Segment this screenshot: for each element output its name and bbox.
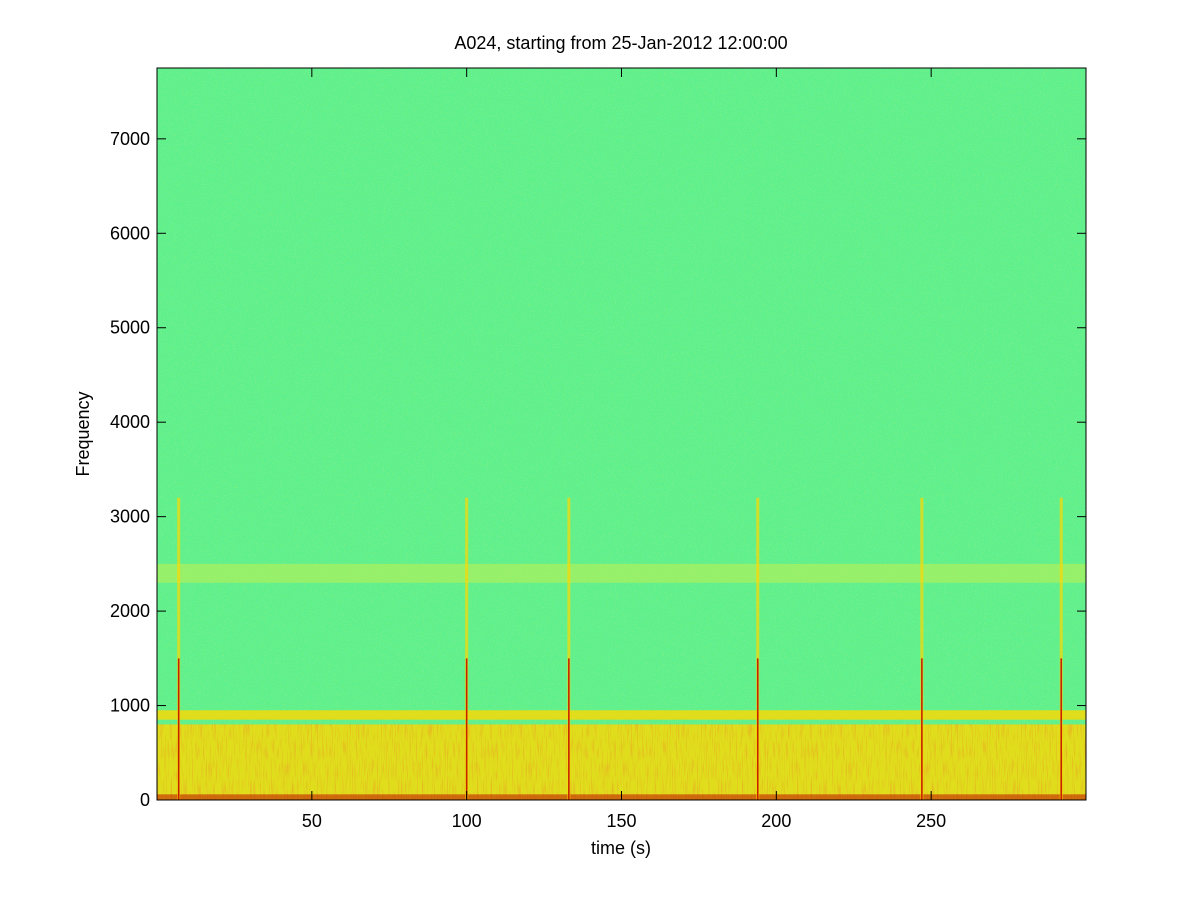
low-frequency-texture xyxy=(157,724,1086,800)
x-tick-label: 200 xyxy=(761,811,791,831)
noise-texture xyxy=(157,68,1086,800)
frequency-band xyxy=(157,710,1086,720)
y-tick-label: 1000 xyxy=(110,696,150,716)
y-tick-label: 0 xyxy=(140,790,150,810)
y-tick-label: 7000 xyxy=(110,129,150,149)
spectrogram-image xyxy=(157,68,1086,800)
x-tick-label: 250 xyxy=(916,811,946,831)
x-tick-label: 150 xyxy=(606,811,636,831)
x-tick-label: 100 xyxy=(452,811,482,831)
y-tick-label: 6000 xyxy=(110,223,150,243)
x-tick-label: 50 xyxy=(302,811,322,831)
y-tick-label: 2000 xyxy=(110,601,150,621)
frequency-band xyxy=(157,563,1086,583)
y-axis-label: Frequency xyxy=(73,391,93,476)
x-axis-label: time (s) xyxy=(591,838,651,858)
y-tick-label: 4000 xyxy=(110,412,150,432)
chart-title: A024, starting from 25-Jan-2012 12:00:00 xyxy=(454,33,787,53)
y-tick-label: 5000 xyxy=(110,318,150,338)
y-tick-label: 3000 xyxy=(110,507,150,527)
axis-ticks: 50 100 150 200 250 0 1000 2000 3000 4000 5000 6000 7… xyxy=(110,68,1086,831)
